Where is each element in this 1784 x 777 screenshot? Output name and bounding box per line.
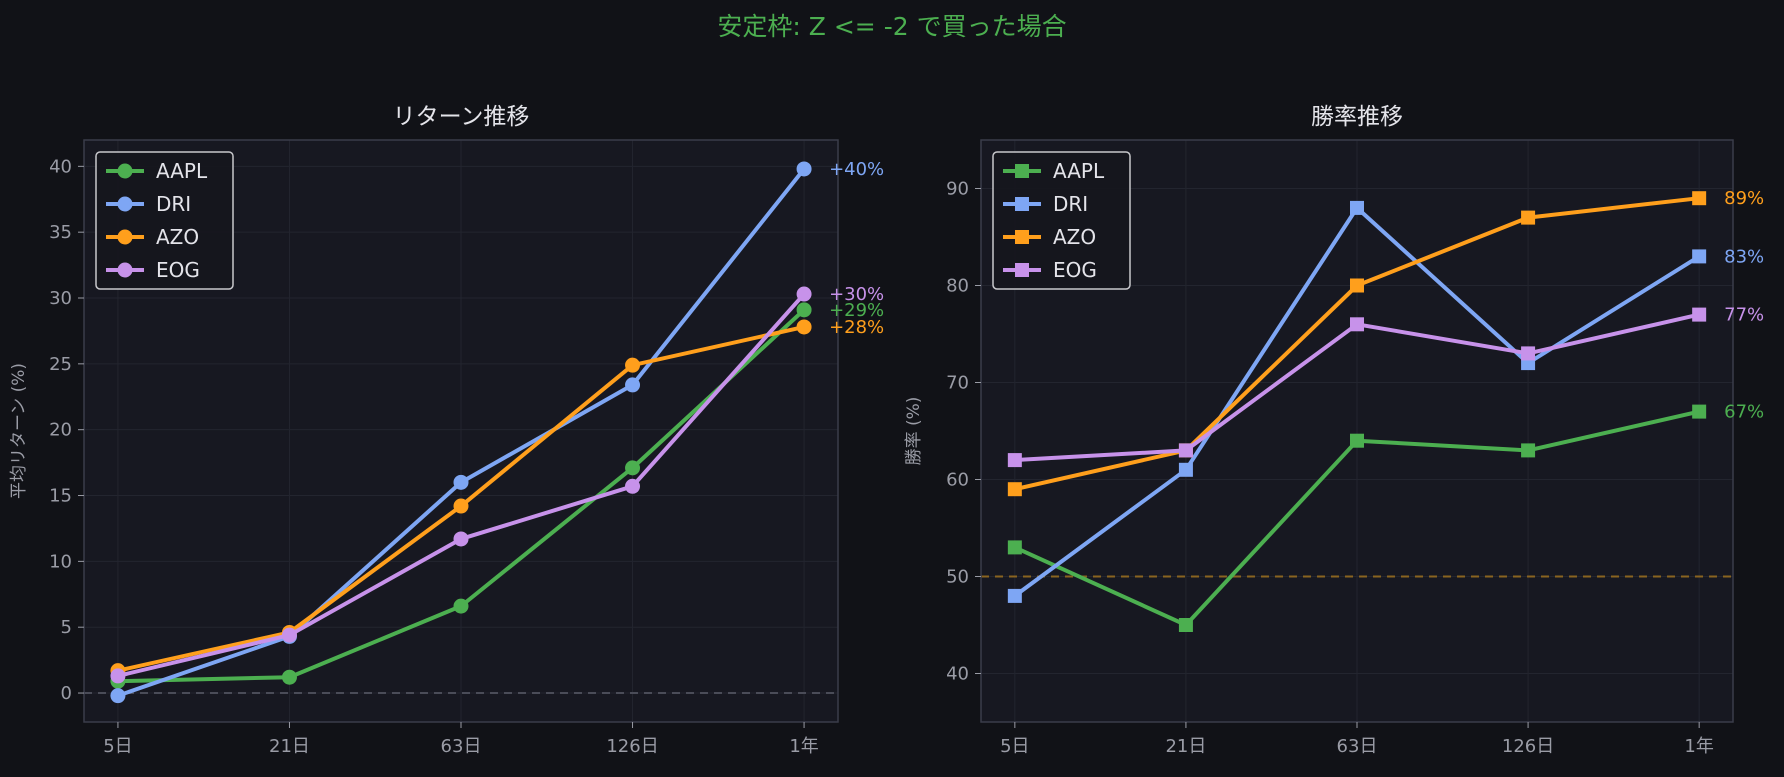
figure-suptitle: 安定枠: Z <= -2 で買った場合 xyxy=(717,12,1066,41)
data-point-aapl xyxy=(1521,443,1536,458)
data-point-azo xyxy=(1692,191,1707,206)
data-point-aapl xyxy=(1692,404,1707,419)
x-tick-label: 126日 xyxy=(1502,736,1554,757)
data-point-dri xyxy=(1178,462,1193,477)
x-tick-label: 1年 xyxy=(1684,736,1713,757)
legend-label-azo: AZO xyxy=(156,225,199,249)
legend-box xyxy=(95,151,234,290)
y-tick-label: 50 xyxy=(946,567,969,588)
data-point-dri xyxy=(796,161,812,177)
y-tick-label: 40 xyxy=(946,664,969,685)
y-tick-label: 80 xyxy=(946,276,969,297)
data-point-eog xyxy=(1692,307,1707,322)
data-point-eog xyxy=(1178,443,1193,458)
x-tick-label: 63日 xyxy=(1337,736,1378,757)
legend-marker xyxy=(117,196,133,212)
data-point-dri xyxy=(1692,249,1707,264)
y-tick-label: 70 xyxy=(946,373,969,394)
y-tick-label: 10 xyxy=(49,551,72,572)
returns-chart: 0 5 10 15 20 25 30 35 40 5日 21日 63日 126日 1年 リターン推移平均リタ… xyxy=(9,104,884,757)
data-point-dri xyxy=(625,377,641,393)
data-point-aapl xyxy=(1178,618,1193,632)
x-tick-label: 126日 xyxy=(606,736,658,757)
end-value-label: +30% xyxy=(829,284,884,305)
end-value-label: 83% xyxy=(1724,246,1764,267)
data-point-aapl xyxy=(1007,540,1022,555)
legend-marker xyxy=(117,262,133,278)
legend-marker xyxy=(1015,263,1029,277)
end-value-label: +40% xyxy=(829,159,884,180)
x-tick-label: 21日 xyxy=(269,736,310,757)
legend-label-aapl: AAPL xyxy=(156,159,208,183)
data-point-aapl xyxy=(796,302,812,318)
data-point-eog xyxy=(281,627,297,643)
end-value-label: 77% xyxy=(1724,305,1764,326)
end-value-label: +29% xyxy=(829,300,884,321)
data-point-dri xyxy=(110,688,126,704)
data-point-eog xyxy=(1350,317,1364,332)
y-tick-label: 15 xyxy=(49,486,72,507)
data-point-eog xyxy=(110,668,126,684)
legend-marker xyxy=(1015,164,1029,178)
legend-marker xyxy=(117,163,133,179)
data-point-eog xyxy=(625,478,641,494)
end-value-label: +28% xyxy=(829,317,884,338)
data-point-eog xyxy=(796,286,812,302)
x-tick-label: 1年 xyxy=(789,736,818,757)
y-tick-label: 30 xyxy=(49,288,72,309)
data-point-azo xyxy=(1350,278,1364,293)
chart-title: リターン推移 xyxy=(393,104,530,130)
end-value-label: 89% xyxy=(1724,188,1764,209)
data-point-eog xyxy=(453,531,469,547)
y-tick-label: 90 xyxy=(946,179,969,200)
y-tick-label: 20 xyxy=(49,420,72,441)
data-point-azo xyxy=(1007,482,1022,497)
legend-marker xyxy=(1015,230,1029,244)
y-axis-label: 平均リターン (%) xyxy=(9,363,29,499)
data-point-dri xyxy=(453,474,469,490)
legend-label-dri: DRI xyxy=(156,192,191,216)
legend-label-dri: DRI xyxy=(1053,192,1088,216)
data-point-aapl xyxy=(1350,433,1364,448)
y-tick-label: 0 xyxy=(61,683,72,704)
x-tick-label: 21日 xyxy=(1165,736,1206,757)
legend-label-aapl: AAPL xyxy=(1053,159,1105,183)
data-point-eog xyxy=(1007,453,1022,468)
y-tick-label: 60 xyxy=(946,470,969,491)
legend-label-eog: EOG xyxy=(156,258,200,282)
chart-title: 勝率推移 xyxy=(1311,104,1403,130)
legend-box xyxy=(992,151,1131,290)
legend-marker xyxy=(117,229,133,245)
x-tick-label: 5日 xyxy=(103,736,132,757)
data-point-aapl xyxy=(453,598,469,614)
data-point-azo xyxy=(796,319,812,335)
legend-label-eog: EOG xyxy=(1053,258,1097,282)
y-tick-label: 5 xyxy=(61,617,72,638)
data-point-azo xyxy=(1521,210,1536,225)
data-point-azo xyxy=(625,357,641,373)
y-axis-label: 勝率 (%) xyxy=(904,397,924,466)
data-point-eog xyxy=(1521,346,1536,361)
data-point-aapl xyxy=(625,460,641,476)
end-value-label: 67% xyxy=(1724,402,1764,423)
data-point-dri xyxy=(1350,200,1364,215)
data-point-aapl xyxy=(281,669,297,685)
data-point-dri xyxy=(1007,588,1022,603)
y-tick-label: 40 xyxy=(49,156,72,177)
x-tick-label: 5日 xyxy=(1000,736,1029,757)
legend-marker xyxy=(1015,197,1029,211)
legend-label-azo: AZO xyxy=(1053,225,1096,249)
y-tick-label: 25 xyxy=(49,354,72,375)
data-point-azo xyxy=(453,498,469,514)
x-tick-label: 63日 xyxy=(441,736,482,757)
y-tick-label: 35 xyxy=(49,222,72,243)
